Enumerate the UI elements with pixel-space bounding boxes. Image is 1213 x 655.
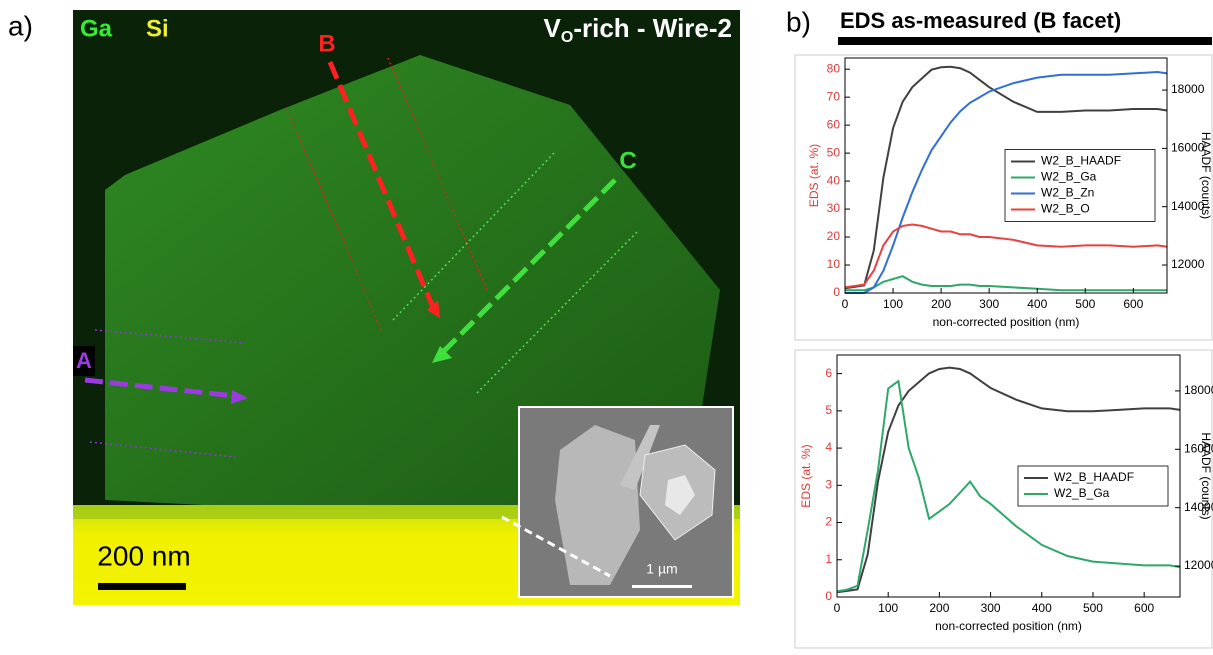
y-tick-label: 30	[827, 201, 841, 215]
series-line	[845, 70, 1168, 294]
map-title: VO-rich - Wire-2	[544, 13, 732, 46]
legend-label: W2_B_HAADF	[1054, 470, 1134, 484]
y-tick-label: 10	[827, 257, 841, 271]
title-rest: -rich - Wire-2	[573, 13, 732, 43]
legend-label: W2_B_Ga	[1054, 486, 1110, 500]
y2-tick-label: 16000	[1184, 441, 1213, 455]
y-tick-label: 2	[825, 515, 832, 529]
x-tick-label: 200	[931, 297, 951, 311]
series-line	[845, 275, 1167, 292]
y2-axis-label: HAADF (counts)	[1199, 432, 1213, 519]
series-line	[844, 223, 1168, 289]
inset-scale-label: 1 µm	[646, 561, 677, 577]
y2-tick-label: 18000	[1184, 383, 1213, 397]
y-tick-label: 70	[827, 89, 841, 103]
series-line	[836, 366, 1181, 594]
plot-frame	[836, 354, 1181, 598]
x-tick-label: 100	[883, 297, 903, 311]
y-tick-label: 50	[827, 145, 841, 159]
y-tick-label: 1	[825, 552, 832, 566]
x-tick-label: 400	[1027, 297, 1047, 311]
legend-label: W2_B_HAADF	[1041, 154, 1121, 168]
y2-tick-label: 14000	[1171, 199, 1205, 213]
chart-frame	[794, 349, 1213, 649]
x-tick-label: 400	[1032, 601, 1052, 615]
eds-map	[73, 10, 740, 605]
plot-frame	[844, 57, 1168, 294]
x-axis-label: non-corrected position (nm)	[935, 619, 1082, 633]
arrow-label: C	[619, 147, 636, 174]
y-tick-label: 40	[827, 173, 841, 187]
panel-title: EDS as-measured (B facet)	[840, 8, 1121, 33]
x-tick-label: 600	[1134, 601, 1154, 615]
series-line	[844, 65, 1168, 290]
y-tick-label: 0	[833, 285, 840, 299]
y-axis-label: EDS (at. %)	[807, 144, 821, 207]
series-line	[836, 379, 1181, 593]
y2-axis-label: HAADF (counts)	[1199, 132, 1213, 219]
chart-frame	[794, 54, 1213, 341]
x-tick-label: 500	[1075, 297, 1095, 311]
legend-label: W2_B_Ga	[1041, 170, 1097, 184]
y-axis-label: EDS (at. %)	[799, 444, 813, 507]
element-label: Si	[146, 15, 169, 42]
title-sub: O	[561, 29, 573, 46]
y-tick-label: 80	[827, 61, 841, 75]
panel-label: b)	[786, 6, 811, 37]
y2-tick-label: 14000	[1184, 500, 1213, 514]
legend-box	[1017, 465, 1169, 507]
x-tick-label: 300	[981, 601, 1001, 615]
y-tick-label: 0	[825, 589, 832, 603]
x-tick-label: 600	[1123, 297, 1143, 311]
y-tick-label: 60	[827, 117, 841, 131]
y2-tick-label: 12000	[1171, 257, 1205, 271]
scale-bar-label: 200 nm	[97, 540, 190, 571]
y2-tick-label: 12000	[1184, 558, 1213, 572]
title-bar	[838, 37, 1212, 45]
x-tick-label: 100	[878, 601, 898, 615]
element-label: Ga	[80, 15, 113, 42]
arrow-label: A	[76, 348, 92, 373]
y-tick-label: 4	[825, 440, 832, 454]
y-tick-label: 20	[827, 229, 841, 243]
y-tick-label: 5	[825, 403, 832, 417]
x-axis-label: non-corrected position (nm)	[933, 315, 1080, 329]
x-tick-label: 500	[1083, 601, 1103, 615]
panel-label: a)	[8, 10, 33, 41]
title-main: V	[544, 13, 562, 43]
y-tick-label: 3	[825, 477, 832, 491]
x-tick-label: 0	[834, 601, 841, 615]
y2-tick-label: 18000	[1171, 82, 1205, 96]
x-tick-label: 0	[842, 297, 849, 311]
legend-label: W2_B_Zn	[1041, 186, 1094, 200]
x-tick-label: 200	[929, 601, 949, 615]
legend-label: W2_B_O	[1041, 202, 1090, 216]
y2-tick-label: 16000	[1171, 141, 1205, 155]
arrow-label: B	[318, 30, 335, 57]
y-tick-label: 6	[825, 366, 832, 380]
x-tick-label: 300	[979, 297, 999, 311]
